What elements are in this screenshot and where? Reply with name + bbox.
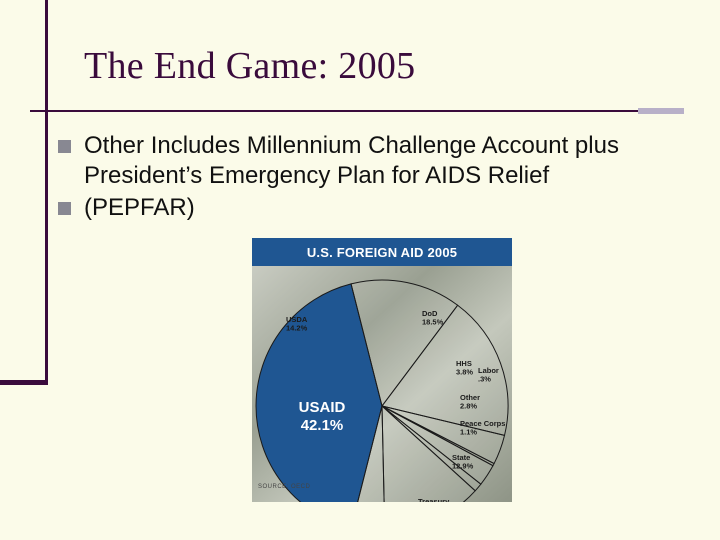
slice-value-label-labor: .3% — [478, 375, 491, 384]
pie-slice-usaid — [255, 283, 383, 502]
bullet-text: Other Includes Millennium Challenge Acco… — [84, 132, 619, 189]
slice-value-label-peace-corps: 1.1% — [460, 428, 477, 437]
slice-value-label-hhs: 3.8% — [456, 368, 473, 377]
slice-value-label-state: 12.9% — [452, 462, 474, 471]
slice-value-label-dod: 18.5% — [422, 318, 444, 327]
square-bullet-icon — [58, 202, 71, 215]
foreign-aid-chart: U.S. FOREIGN AID 2005 USAID 42.1% USDA 14.2… — [252, 238, 512, 502]
slice-value-label-usaid: 42.1% — [301, 417, 344, 434]
slice-name-label-hhs: HHS — [456, 359, 472, 368]
left-vertical-line — [45, 0, 48, 385]
pie-slice-dod — [381, 304, 509, 437]
slice-name-label-state: State — [452, 453, 470, 462]
slice-name-label-peace-corps: Peace Corps — [460, 419, 505, 428]
pie-slice-treasury — [357, 405, 385, 502]
title-underline-accent — [638, 108, 684, 114]
slice-name-label-treasury: Treasury — [418, 497, 450, 502]
slice-name-label-dod: DoD — [422, 309, 438, 318]
chart-source-note: SOURCE: OECD — [258, 484, 311, 490]
slice-name-label-usda: USDA — [286, 315, 308, 324]
slice-name-label-labor: Labor — [478, 366, 499, 375]
slice-name-label-other: Other — [460, 393, 480, 402]
pie-slice-state — [381, 404, 476, 502]
bullet-item: (PEPFAR) — [58, 193, 720, 223]
bullet-text: (PEPFAR) — [84, 194, 195, 221]
chart-title: U.S. FOREIGN AID 2005 — [252, 238, 512, 266]
bullet-list: Other Includes Millennium Challenge Acco… — [58, 131, 720, 223]
left-horizontal-bar — [0, 380, 48, 385]
slide-title: The End Game: 2005 — [84, 45, 416, 87]
slice-value-label-usda: 14.2% — [286, 324, 308, 333]
slice-value-label-other: 2.8% — [460, 402, 477, 411]
square-bullet-icon — [58, 140, 71, 153]
bullet-item: Other Includes Millennium Challenge Acco… — [58, 131, 720, 191]
pie-slice-usda — [350, 279, 459, 408]
left-accent-rule — [0, 0, 48, 385]
title-underline — [30, 110, 638, 112]
slice-name-label-usaid: USAID — [299, 399, 346, 416]
